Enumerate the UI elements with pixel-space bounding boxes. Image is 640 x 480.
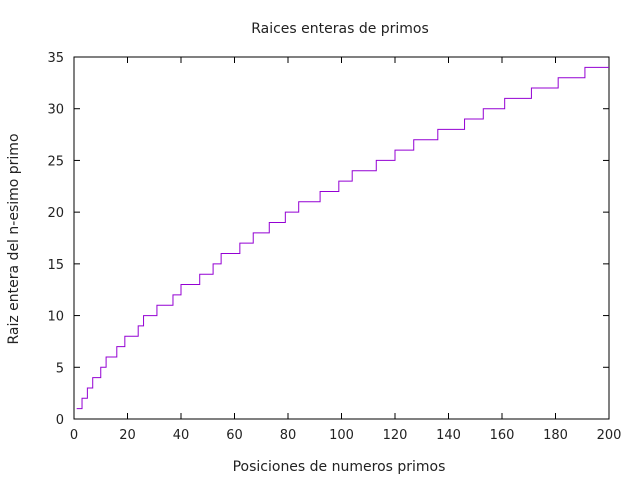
x-tick-label: 0	[70, 428, 78, 443]
x-tick-label: 120	[383, 428, 408, 443]
x-tick-label: 20	[119, 428, 136, 443]
x-tick-label: 80	[280, 428, 297, 443]
y-tick-label: 5	[56, 361, 64, 376]
series-line-0	[76, 66, 609, 410]
x-tick-label: 100	[329, 428, 354, 443]
y-tick-label: 25	[47, 154, 64, 169]
x-tick-label: 40	[173, 428, 190, 443]
x-tick-label: 200	[597, 428, 622, 443]
x-axis-title: Posiciones de numeros primos	[233, 459, 446, 475]
x-tick-label: 180	[543, 428, 568, 443]
series-layer	[76, 66, 609, 410]
y-tick-label: 35	[47, 51, 64, 66]
plot-frame	[73, 56, 610, 420]
y-axis-ticks: 0 5 10 15 20 25 30 35	[47, 51, 609, 428]
plot-border	[73, 56, 610, 420]
y-tick-label: 30	[47, 103, 64, 118]
x-tick-label: 60	[226, 428, 243, 443]
x-tick-label: 160	[490, 428, 515, 443]
y-tick-label: 0	[56, 413, 64, 428]
y-tick-label: 20	[47, 206, 64, 221]
y-axis-title: Raiz entera del n-esimo primo	[6, 133, 22, 344]
y-tick-label: 10	[47, 310, 64, 325]
y-tick-label: 15	[47, 258, 64, 273]
chart-title: Raices enteras de primos	[251, 21, 429, 37]
x-tick-label: 140	[436, 428, 461, 443]
x-axis-ticks: 0 20 40 60 80 100 120 140 160 180 200	[70, 57, 622, 443]
